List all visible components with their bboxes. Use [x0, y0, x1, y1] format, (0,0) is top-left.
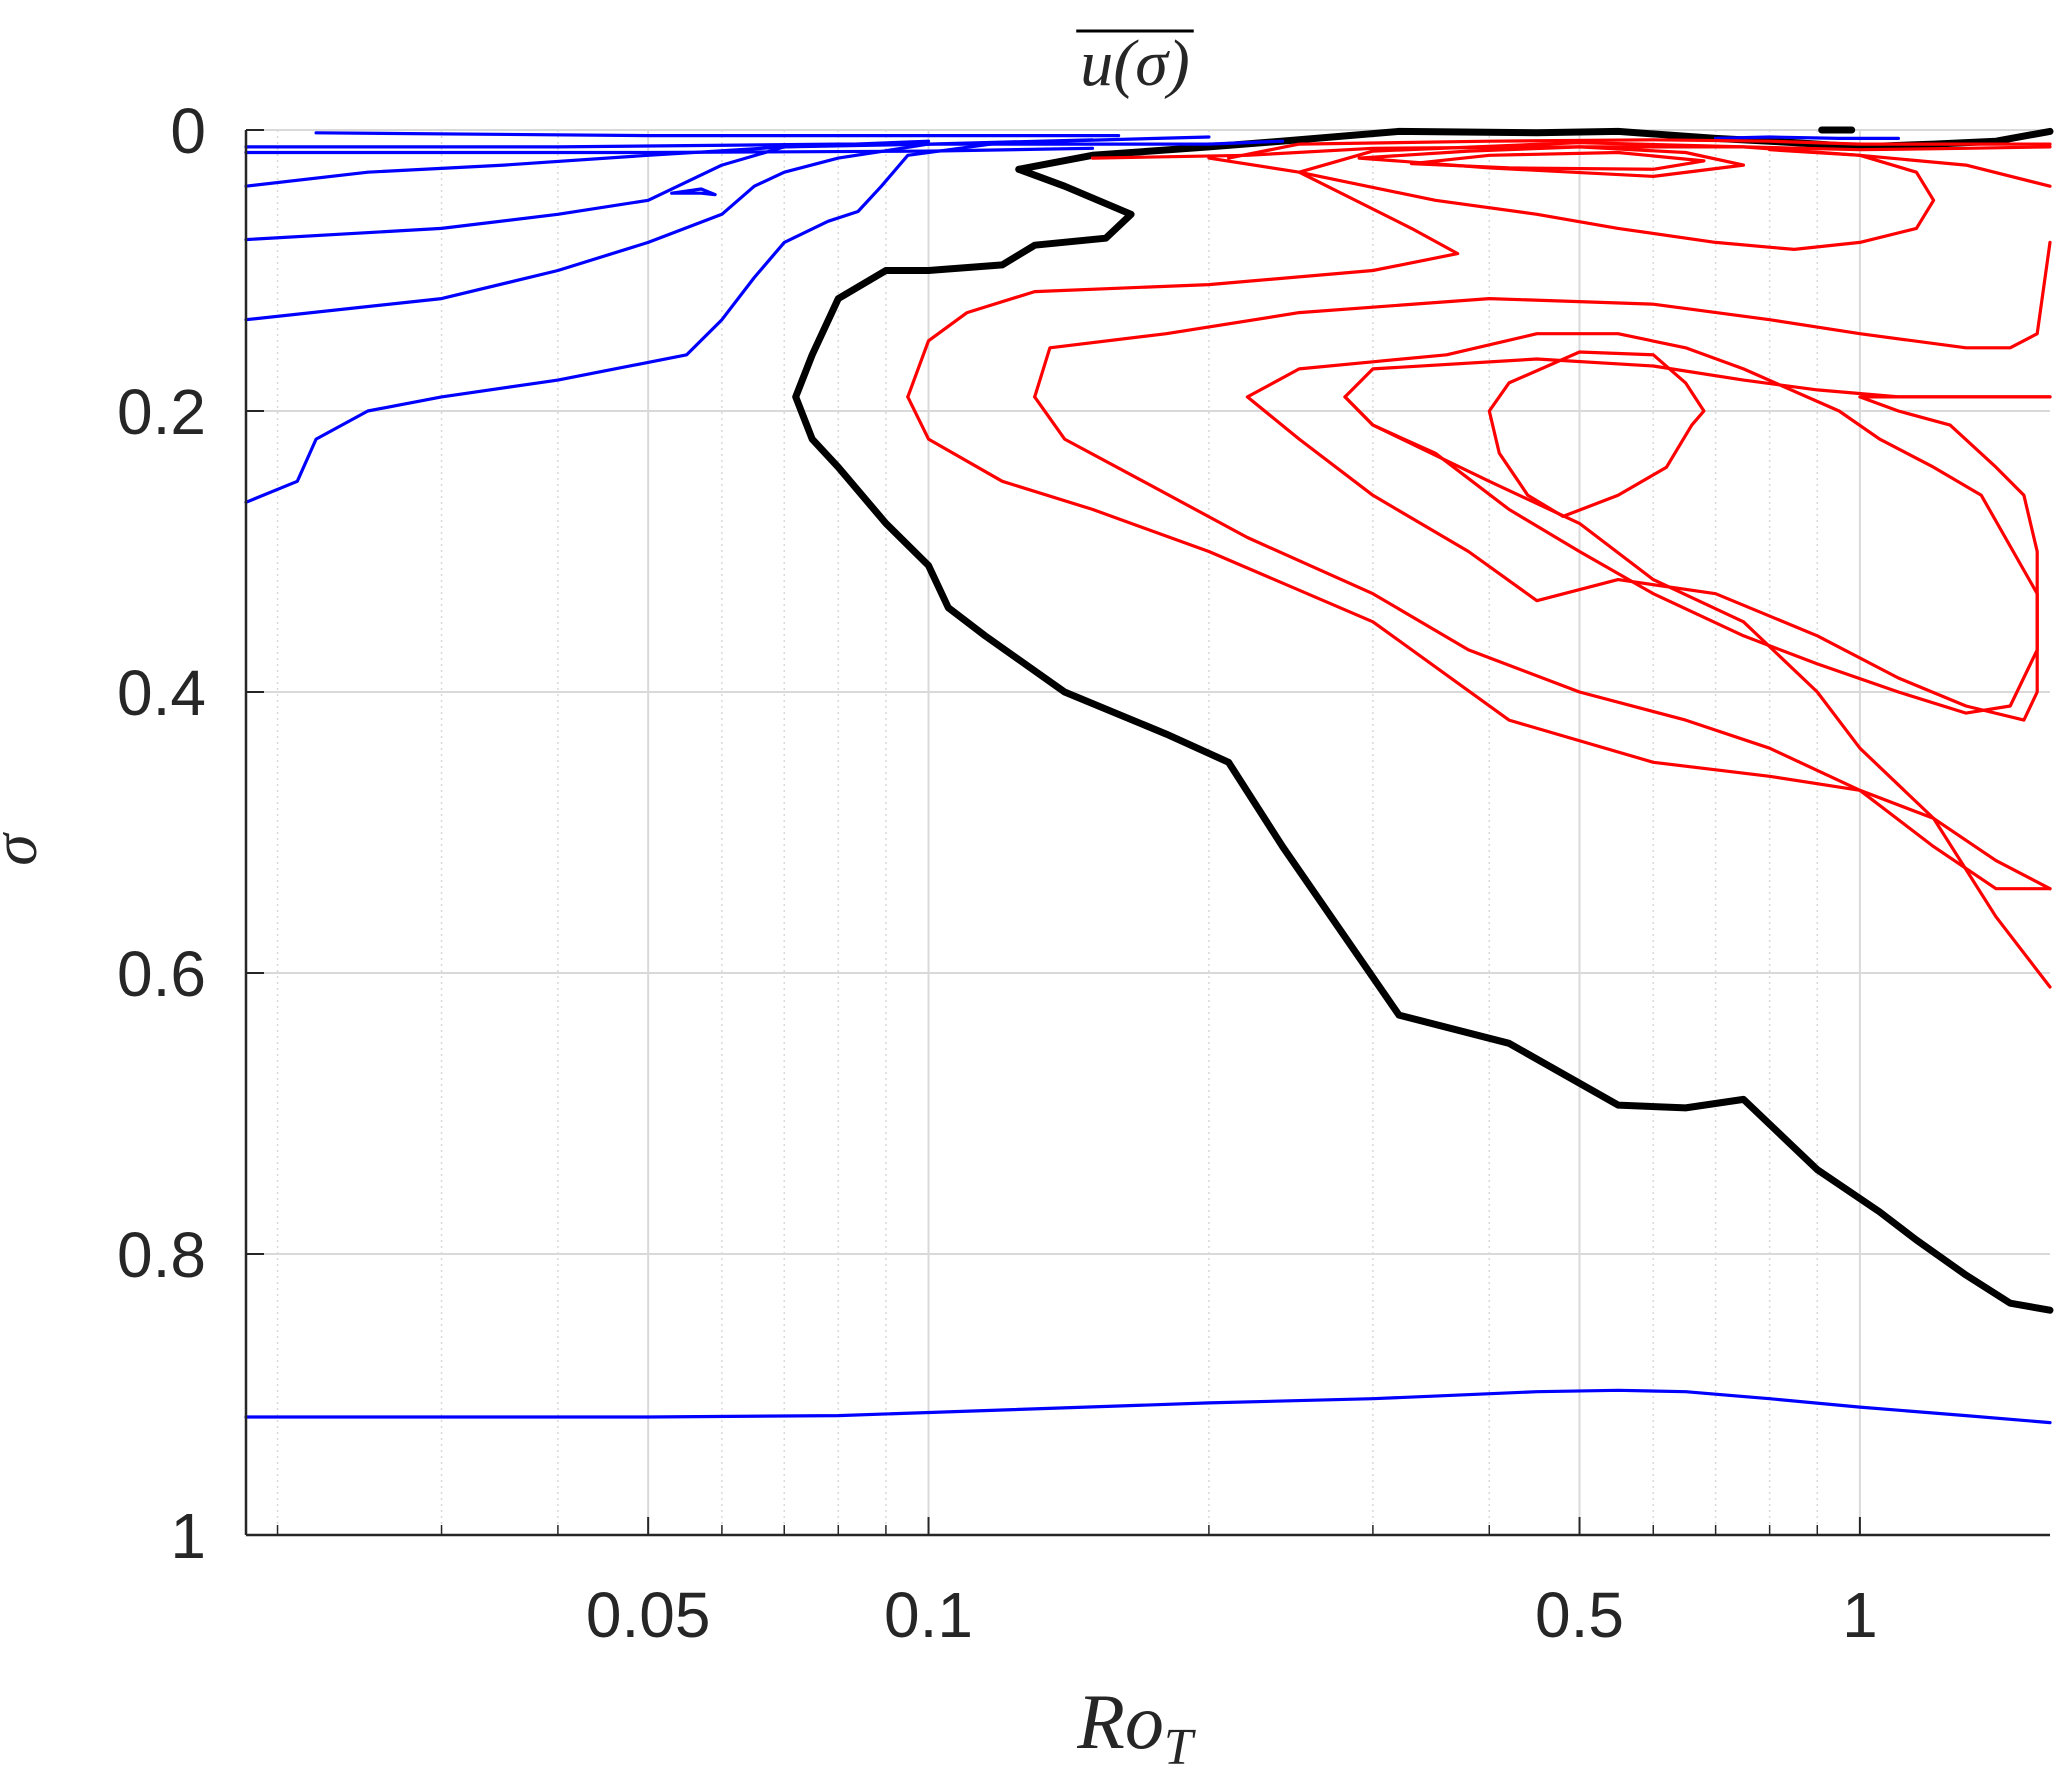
y-tick-label: 1: [170, 1500, 206, 1572]
y-tick-label: 0.8: [117, 1219, 206, 1291]
y-tick-label: 0.6: [117, 938, 206, 1010]
negative-contour: [670, 187, 717, 197]
negative-contour: [244, 146, 1095, 155]
x-tick-label: 1: [1842, 1579, 1878, 1651]
positive-contour: [1343, 395, 2052, 715]
negative-contour: [314, 131, 1121, 138]
negative-contour: [244, 139, 1285, 149]
axes: [244, 129, 2050, 1537]
positive-contour: [1207, 148, 1936, 251]
negative-contour: [244, 142, 931, 188]
chart-title: u(σ): [1076, 27, 1194, 100]
positive-contour: [1033, 240, 2052, 399]
x-axis-label-main: Ro: [1076, 1678, 1164, 1765]
grid-layer: [246, 129, 2050, 1536]
tick-labels: 0.05 0.1 0.5 1 0 0.2 0.4 0.6 0.8 1: [117, 95, 1878, 1651]
positive-contour: [1090, 145, 2052, 160]
positive-contour: [1487, 350, 1706, 519]
zero-contour: [792, 165, 2054, 1314]
positive-contour: [1409, 150, 1706, 171]
positive-contour: [1033, 395, 2052, 891]
x-axis-label-subscript: T: [1164, 1719, 1196, 1776]
positive-contour: [1245, 332, 2039, 722]
contour-lines: [244, 126, 2054, 1425]
y-tick-label: 0.4: [117, 657, 206, 729]
x-tick-label: 0.5: [1535, 1579, 1624, 1651]
negative-contour: [244, 1388, 2052, 1425]
y-tick-label: 0.2: [117, 376, 206, 448]
x-axis-label: RoT: [1076, 1678, 1196, 1776]
negative-contour: [244, 135, 1211, 504]
positive-contour: [1226, 138, 2052, 160]
negative-contour: [1713, 135, 1901, 140]
x-tick-label: 0.05: [586, 1579, 711, 1651]
y-axis-label: σ: [0, 832, 50, 866]
x-tick-label: 0.1: [884, 1579, 973, 1651]
chart-title-text: u(σ): [1080, 27, 1190, 100]
y-tick-label: 0: [170, 95, 206, 167]
positive-contour: [1343, 395, 2052, 989]
